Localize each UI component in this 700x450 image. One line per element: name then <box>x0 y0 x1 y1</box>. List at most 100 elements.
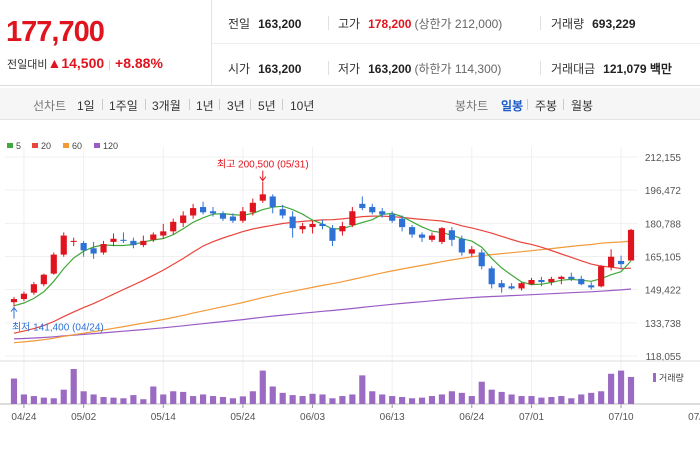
candle-body <box>379 211 386 215</box>
volume-bar <box>369 391 376 404</box>
volume-bar <box>80 391 87 404</box>
tab-1d[interactable]: 1일 <box>77 99 95 113</box>
x-tick-label: 05/02 <box>71 412 96 423</box>
x-tick-label: 06/03 <box>300 412 325 423</box>
change-percent: +8.88% <box>115 55 163 71</box>
volume-bar <box>299 396 306 404</box>
volume-bar <box>70 369 77 404</box>
candle-body <box>438 228 446 242</box>
x-tick-label: 05/24 <box>230 412 255 423</box>
candle-body <box>389 214 396 221</box>
volume-bar <box>30 396 37 404</box>
volume-bar <box>578 394 585 404</box>
volume-bar <box>548 397 555 404</box>
ma60-line <box>13 240 632 344</box>
volume: 거래량 693,229 <box>551 17 636 31</box>
tab-10y[interactable]: 10년 <box>290 99 315 113</box>
volume-bar <box>428 396 436 404</box>
candle-body <box>199 207 207 213</box>
day-low: 저가 163,200 (하한가 114,300) <box>338 62 502 76</box>
chart-tab-bar: 선차트 1일 1주일 3개월 1년 3년 5년 10년 봉차트 일봉 주봉 월봉 <box>0 88 700 120</box>
stock-chart: 212,155 196,472 180,788 165,105 149,422 133,7… <box>0 121 700 449</box>
volume-bar <box>319 394 326 404</box>
candle-body <box>150 234 157 240</box>
tab-1w[interactable]: 1주일 <box>109 99 138 113</box>
candle-body <box>558 276 565 279</box>
volume-bar <box>20 394 28 404</box>
volume-bar <box>349 394 356 404</box>
candle-body <box>269 196 276 208</box>
volume-bar <box>289 395 296 404</box>
tab-weekly[interactable]: 주봉 <box>535 99 558 113</box>
tab-monthly[interactable]: 월봉 <box>571 99 594 113</box>
volume-bar <box>120 398 127 404</box>
candle-body <box>349 211 356 226</box>
volume-bar <box>568 398 575 404</box>
x-tick-label: 06/24 <box>459 412 484 423</box>
candle-body <box>608 256 615 268</box>
arrow-up-icon <box>10 306 18 319</box>
candle-body <box>130 240 137 246</box>
candle-body <box>180 215 187 223</box>
arrow-down-icon <box>259 170 267 182</box>
candle-body <box>399 218 406 228</box>
y-tick-label: 149,422 <box>645 286 682 297</box>
volume-bar <box>608 373 615 404</box>
price-change: 전일대비▲14,500 | +8.88% <box>7 55 163 71</box>
tab-1y[interactable]: 1년 <box>196 99 214 113</box>
candle-body <box>10 299 18 303</box>
volume-bar <box>518 396 525 404</box>
chart-background <box>0 121 700 449</box>
tab-3y[interactable]: 3년 <box>227 99 245 113</box>
candle-body <box>588 285 595 288</box>
y-tick-label: 133,738 <box>645 319 682 330</box>
candle-body <box>239 211 246 221</box>
legend-swatch-ma60 <box>63 143 69 148</box>
legend-label-ma60: 60 <box>72 141 82 151</box>
volume-bar <box>239 396 246 404</box>
candle-body <box>578 278 585 285</box>
volume-bar <box>617 370 625 404</box>
y-tick-label: 165,105 <box>645 253 682 264</box>
candle-body <box>219 213 227 219</box>
candle-body <box>100 244 107 253</box>
candle-body <box>60 235 67 255</box>
volume-bar <box>150 386 157 404</box>
tab-daily[interactable]: 일봉 <box>501 99 524 113</box>
candle-body <box>299 226 306 230</box>
x-tick-label: 07/01 <box>519 412 544 423</box>
candle-body <box>170 221 177 232</box>
candle-body <box>249 202 256 213</box>
legend-swatch-ma5 <box>7 143 13 148</box>
candle-body <box>40 274 47 285</box>
volume-legend-swatch <box>653 373 656 382</box>
candle-body <box>478 252 485 267</box>
volume-bar <box>50 398 57 404</box>
volume-bar <box>488 389 495 404</box>
high-annotation: 최고 200,500 (05/31) <box>217 159 309 171</box>
summary-panel: 177,700 전일대비▲14,500 | +8.88% 전일 163,200 고가 1… <box>0 0 700 86</box>
candle-body <box>518 283 525 289</box>
volume-bar <box>339 396 346 404</box>
tab-5y[interactable]: 5년 <box>258 99 276 113</box>
volume-bar <box>40 397 47 404</box>
volume-bar <box>528 396 535 404</box>
candle-body <box>140 240 147 246</box>
candle-body <box>120 239 127 241</box>
current-price: 177,700 <box>6 16 105 48</box>
candle-body <box>90 248 97 254</box>
tab-3m[interactable]: 3개월 <box>152 99 181 113</box>
volume-bar <box>478 381 485 404</box>
x-tick-label: 04/24 <box>11 412 36 423</box>
volume-bar <box>199 394 207 404</box>
volume-bar <box>399 397 406 404</box>
candle-body <box>110 238 117 242</box>
volume-bar <box>219 397 227 404</box>
legend-label-ma5: 5 <box>16 141 21 151</box>
candle-body <box>339 226 346 232</box>
change-label: 전일대비 <box>7 59 48 71</box>
volume-bar <box>458 392 465 404</box>
candle-body <box>418 234 426 238</box>
low-annotation: 최저 141,400 (04/24) <box>12 322 104 334</box>
legend-label-ma120: 120 <box>103 141 118 151</box>
